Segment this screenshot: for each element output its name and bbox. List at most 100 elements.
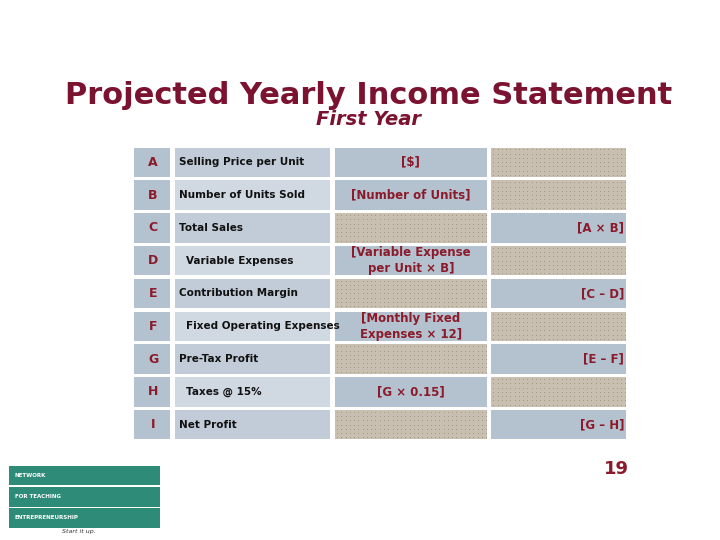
Point — [348, 285, 360, 294]
Text: NETWORK: NETWORK — [14, 473, 46, 478]
Point — [487, 171, 499, 179]
Point — [336, 289, 347, 298]
Point — [607, 309, 618, 318]
Point — [573, 150, 585, 158]
Point — [455, 350, 467, 359]
Point — [429, 211, 441, 219]
Point — [564, 166, 576, 175]
Point — [391, 408, 402, 416]
Point — [603, 154, 614, 163]
Point — [378, 408, 390, 416]
Point — [594, 150, 606, 158]
Point — [374, 285, 385, 294]
Point — [509, 388, 521, 396]
Point — [374, 236, 385, 245]
Point — [361, 408, 373, 416]
Point — [344, 342, 356, 350]
Point — [522, 248, 534, 256]
Point — [547, 335, 559, 343]
Point — [361, 298, 373, 306]
Point — [492, 383, 503, 392]
Point — [581, 326, 593, 335]
Point — [487, 191, 499, 199]
Point — [369, 215, 381, 224]
Point — [400, 276, 411, 285]
Point — [353, 276, 364, 285]
Point — [616, 195, 627, 204]
Point — [374, 350, 385, 359]
Point — [616, 309, 627, 318]
Point — [429, 367, 441, 376]
Point — [509, 158, 521, 166]
Point — [348, 433, 360, 442]
Point — [526, 392, 537, 400]
Point — [543, 171, 554, 179]
Point — [543, 400, 554, 409]
Point — [459, 298, 471, 306]
Point — [505, 260, 516, 269]
Point — [387, 346, 398, 355]
Point — [336, 293, 347, 302]
Point — [417, 281, 428, 289]
Point — [455, 346, 467, 355]
Point — [513, 392, 525, 400]
Point — [518, 392, 529, 400]
Point — [518, 186, 529, 195]
Point — [530, 383, 541, 392]
Point — [336, 298, 347, 306]
Point — [348, 342, 360, 350]
Point — [522, 154, 534, 163]
Point — [573, 199, 585, 208]
Point — [487, 256, 499, 265]
Point — [620, 265, 631, 273]
Point — [487, 154, 499, 163]
Point — [374, 215, 385, 224]
Text: H: H — [148, 386, 158, 399]
Point — [433, 281, 445, 289]
Point — [513, 335, 525, 343]
Point — [573, 186, 585, 195]
Bar — [491, 180, 626, 210]
Point — [598, 265, 610, 273]
Point — [378, 224, 390, 232]
Point — [425, 219, 436, 228]
Point — [480, 355, 492, 363]
Point — [581, 375, 593, 383]
Point — [480, 293, 492, 302]
Point — [451, 408, 462, 416]
Text: Total Sales: Total Sales — [179, 223, 243, 233]
Point — [603, 396, 614, 404]
Point — [455, 219, 467, 228]
Point — [598, 191, 610, 199]
Point — [573, 260, 585, 269]
Point — [522, 260, 534, 269]
Point — [404, 363, 415, 372]
Point — [547, 265, 559, 273]
Point — [446, 289, 458, 298]
Point — [577, 269, 589, 278]
Point — [451, 412, 462, 421]
Point — [357, 367, 369, 376]
Point — [395, 412, 407, 421]
Point — [505, 195, 516, 204]
Point — [577, 375, 589, 383]
Point — [425, 359, 436, 368]
Point — [369, 355, 381, 363]
Point — [353, 433, 364, 442]
Point — [594, 154, 606, 163]
Point — [543, 244, 554, 252]
Point — [369, 289, 381, 298]
Point — [598, 396, 610, 404]
Point — [425, 236, 436, 245]
Point — [468, 276, 480, 285]
Point — [607, 383, 618, 392]
Point — [611, 318, 623, 326]
Point — [577, 248, 589, 256]
Point — [522, 375, 534, 383]
Point — [522, 252, 534, 261]
Point — [560, 244, 572, 252]
Bar — [491, 213, 626, 242]
Point — [413, 424, 424, 433]
Point — [487, 158, 499, 166]
Point — [480, 285, 492, 294]
